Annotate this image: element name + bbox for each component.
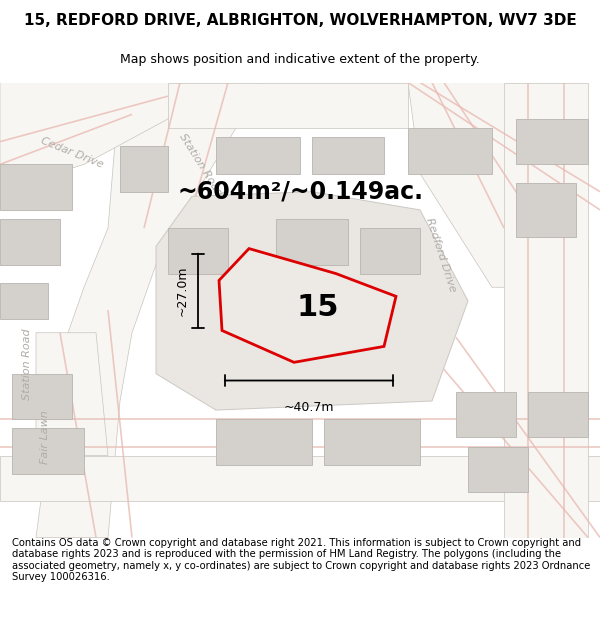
Text: Fair Lawn: Fair Lawn — [40, 411, 50, 464]
Polygon shape — [12, 428, 84, 474]
Polygon shape — [168, 82, 408, 128]
Polygon shape — [0, 82, 180, 182]
Polygon shape — [12, 374, 72, 419]
Text: ~27.0m: ~27.0m — [176, 266, 189, 316]
Polygon shape — [516, 119, 588, 164]
Text: Station Road: Station Road — [178, 131, 224, 198]
Polygon shape — [360, 228, 420, 274]
Polygon shape — [36, 82, 264, 538]
Polygon shape — [0, 282, 48, 319]
Text: ~604m²/~0.149ac.: ~604m²/~0.149ac. — [177, 180, 423, 204]
Polygon shape — [0, 456, 600, 501]
Polygon shape — [156, 192, 468, 410]
Polygon shape — [0, 164, 72, 210]
Polygon shape — [504, 82, 588, 538]
Polygon shape — [408, 128, 492, 174]
Text: Station Road: Station Road — [22, 329, 32, 401]
Polygon shape — [120, 146, 168, 192]
Polygon shape — [324, 419, 420, 465]
Text: Map shows position and indicative extent of the property.: Map shows position and indicative extent… — [120, 53, 480, 66]
Polygon shape — [0, 219, 60, 264]
Text: Cedar Drive: Cedar Drive — [39, 136, 104, 170]
Polygon shape — [408, 82, 588, 288]
Text: Redford Drive: Redford Drive — [424, 217, 458, 294]
Text: 15: 15 — [297, 293, 339, 322]
Polygon shape — [276, 219, 348, 264]
Polygon shape — [468, 446, 528, 492]
Text: Contains OS data © Crown copyright and database right 2021. This information is : Contains OS data © Crown copyright and d… — [12, 538, 590, 582]
Polygon shape — [216, 137, 300, 174]
Text: 15, REDFORD DRIVE, ALBRIGHTON, WOLVERHAMPTON, WV7 3DE: 15, REDFORD DRIVE, ALBRIGHTON, WOLVERHAM… — [23, 13, 577, 28]
Polygon shape — [216, 419, 312, 465]
Polygon shape — [516, 182, 576, 238]
Polygon shape — [312, 137, 384, 174]
Polygon shape — [528, 392, 588, 438]
Text: ~40.7m: ~40.7m — [284, 401, 334, 414]
Polygon shape — [36, 332, 108, 456]
Polygon shape — [168, 228, 228, 274]
Polygon shape — [456, 392, 516, 438]
Polygon shape — [219, 249, 396, 362]
